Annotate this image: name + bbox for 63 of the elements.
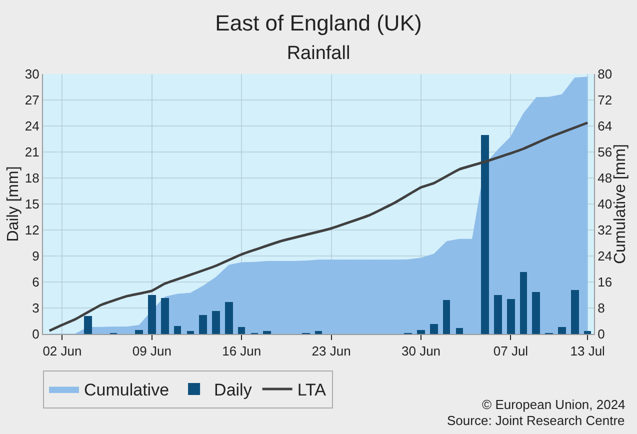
bar (520, 272, 527, 334)
x-tick-label: 23 Jun (312, 344, 351, 359)
y-tick-label: 18 (24, 170, 40, 186)
bar (443, 300, 450, 334)
y-tick-label: 30 (24, 66, 40, 82)
bar (315, 331, 322, 334)
y2-tick-label: 40 (598, 196, 612, 212)
y2-tick-label: 56 (598, 144, 612, 160)
y-tick-label: 27 (24, 92, 40, 108)
y2-tick-label: 0 (598, 326, 605, 342)
y-tick-label: 15 (24, 196, 40, 212)
x-tick-label: 30 Jun (401, 344, 441, 359)
legend-label: Cumulative (84, 380, 170, 400)
y2-tick-label: 24 (598, 248, 612, 264)
chart-subtitle: Rainfall (286, 42, 350, 64)
y2-tick-label: 64 (598, 118, 612, 134)
y2-tick-label: 16 (598, 274, 612, 290)
bar (212, 311, 220, 334)
bar (161, 298, 169, 334)
y2-tick-label: 48 (598, 170, 612, 186)
x-tick-label: 07 Jul (493, 344, 528, 359)
x-tick-label: 16 Jun (222, 344, 262, 359)
y2-axis-title: Cumulative [mm] (612, 144, 630, 264)
bar (263, 331, 271, 334)
bar (135, 330, 143, 334)
y-tick-label: 21 (24, 144, 40, 160)
bar (456, 328, 463, 334)
y2-tick-label: 8 (598, 300, 605, 316)
x-tick-label: 13 Jul (570, 344, 606, 359)
bar (494, 295, 502, 334)
bar (481, 135, 489, 334)
y-tick-label: 9 (32, 248, 40, 264)
y-tick-label: 24 (24, 118, 40, 134)
y2-tick-label: 32 (598, 222, 612, 238)
bar (532, 292, 540, 334)
bar (187, 331, 194, 334)
bar (430, 324, 438, 334)
bar (199, 315, 207, 334)
y2-tick-label: 72 (598, 92, 612, 108)
bar (238, 327, 245, 334)
bar (148, 295, 156, 334)
bar (174, 326, 181, 334)
bar (558, 327, 566, 334)
bar (417, 330, 425, 334)
legend-label: LTA (297, 380, 327, 400)
y-tick-label: 6 (32, 274, 40, 290)
y-axis-title: Daily [mm] (4, 166, 22, 242)
source-note: Source: Joint Research Centre (447, 413, 625, 428)
y-tick-label: 3 (32, 300, 40, 316)
bar (584, 331, 591, 334)
line-series (48, 122, 589, 332)
y2-tick-label: 80 (598, 66, 612, 82)
bar (507, 299, 515, 334)
y-tick-label: 12 (24, 222, 40, 238)
x-tick-label: 09 Jun (132, 344, 172, 359)
bar (225, 302, 233, 334)
legend-label: Daily (214, 380, 252, 400)
bar (571, 290, 579, 334)
bar (84, 316, 92, 334)
x-tick-label: 02 Jun (42, 344, 82, 359)
text: © European Union, 2024 (482, 397, 626, 412)
chart-title: East of England (UK) (215, 10, 422, 36)
y-tick-label: 0 (32, 326, 40, 342)
